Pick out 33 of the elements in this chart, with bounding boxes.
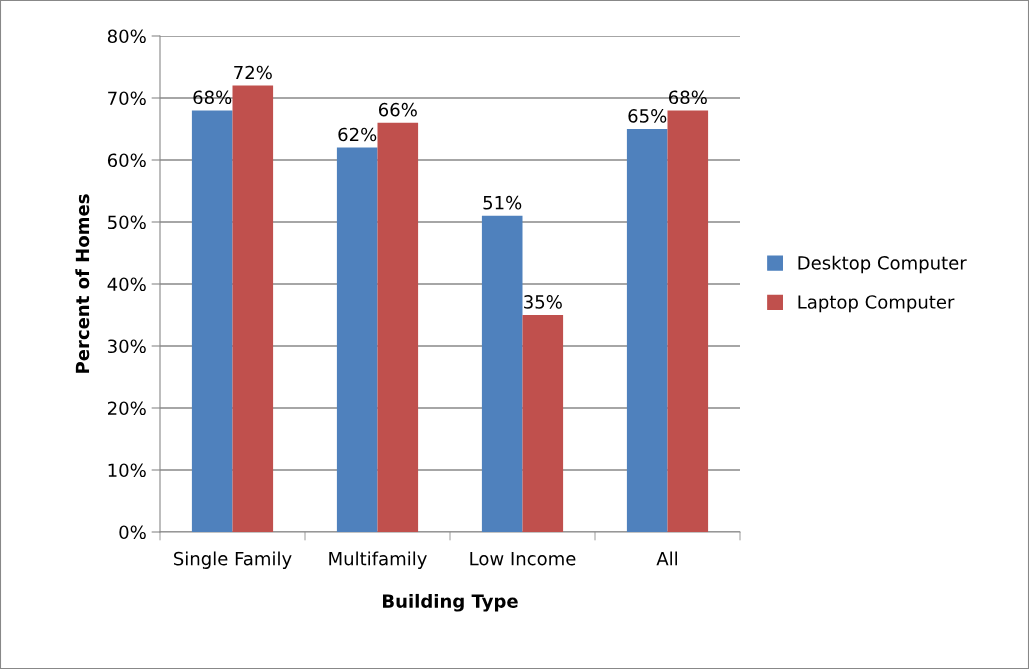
legend-label: Laptop Computer — [798, 295, 955, 313]
data-label: 68% — [669, 90, 707, 105]
bar — [481, 215, 523, 532]
data-label: 35% — [524, 295, 562, 309]
y-tick-label: 20% — [108, 401, 146, 416]
x-tick-label: Multifamily — [329, 551, 427, 569]
data-label: 51% — [483, 195, 522, 210]
bar — [191, 110, 233, 532]
bar — [626, 129, 668, 532]
y-tick-label: 40% — [107, 277, 146, 292]
y-axis-title: Percent of Homes — [75, 194, 90, 373]
data-label: 68% — [193, 90, 232, 105]
data-label: 66% — [379, 102, 417, 117]
y-tick-label: 10% — [108, 463, 146, 478]
x-tick-label: Low Income — [470, 552, 576, 566]
y-tick-label: 60% — [107, 153, 146, 168]
x-tick-label: Single Family — [174, 551, 292, 569]
y-tick-label: 0% — [119, 525, 146, 540]
bar — [522, 315, 564, 532]
data-label: 72% — [234, 65, 272, 80]
y-tick-label: 30% — [108, 339, 146, 354]
x-axis-title: Building Type — [383, 593, 518, 612]
x-tick-label: All — [656, 551, 677, 566]
bar — [336, 147, 378, 532]
bar — [667, 110, 709, 532]
y-tick-label: 50% — [108, 215, 146, 230]
bar — [232, 85, 274, 532]
bar — [377, 122, 419, 532]
y-tick-label: 70% — [108, 91, 146, 106]
data-label: 62% — [338, 127, 377, 142]
data-label: 65% — [628, 109, 667, 123]
y-tick-label: 80% — [107, 29, 146, 44]
legend-label: Desktop Computer — [798, 255, 967, 274]
